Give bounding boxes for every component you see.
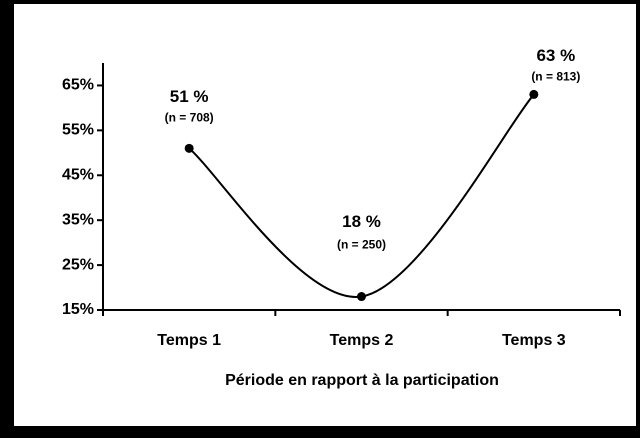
x-tick-label: Temps 3	[502, 332, 566, 349]
annotation: (n = 708)	[165, 110, 214, 124]
marker	[357, 292, 366, 302]
x-tick-label: Temps 2	[330, 332, 394, 349]
y-tick-label: 35%	[62, 211, 94, 228]
annotation: (n = 813)	[531, 70, 580, 84]
data-label: 18 %	[342, 212, 381, 231]
x-axis-title: Période en rapport à la participation	[225, 372, 499, 389]
x-tick-label: Temps 1	[157, 332, 221, 349]
marker	[529, 89, 539, 99]
y-tick-label: 45%	[62, 166, 94, 183]
y-tick-label: 15%	[62, 301, 94, 318]
y-tick-label: 25%	[62, 256, 94, 273]
data-label: 51 %	[170, 87, 209, 106]
annotation: (n = 250)	[337, 238, 386, 252]
y-tick-label: 55%	[62, 122, 94, 139]
background	[14, 4, 636, 426]
data-label: 63 %	[536, 46, 575, 65]
marker	[184, 143, 194, 153]
y-tick-label: 65%	[62, 77, 94, 94]
